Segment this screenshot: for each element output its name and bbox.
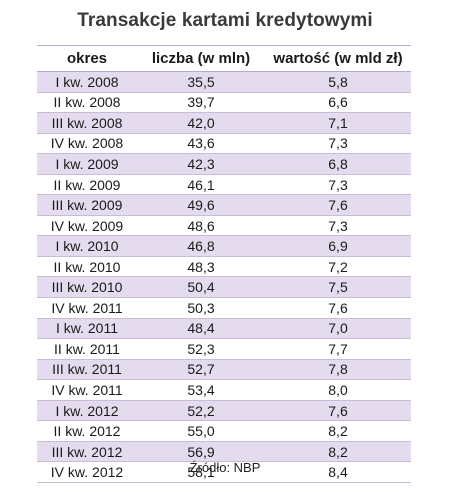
cell-period: I kw. 2011 <box>37 318 137 340</box>
table-row: III kw. 2010 50,4 7,5 <box>37 276 411 299</box>
column-header-value: wartość (w mld zł) <box>265 45 411 72</box>
cell-count: 55,0 <box>137 420 265 442</box>
table-body: I kw. 2008 35,5 5,8 II kw. 2008 39,7 6,6 III k… <box>37 71 411 483</box>
cell-period: II kw. 2012 <box>37 420 137 442</box>
table-row: I kw. 2011 48,4 7,0 <box>37 318 411 340</box>
table-row: II kw. 2011 52,3 7,7 <box>37 338 411 360</box>
cell-period: III kw. 2010 <box>37 276 137 299</box>
cell-period: III kw. 2011 <box>37 359 137 381</box>
table-row: III kw. 2008 42,0 7,1 <box>37 112 411 134</box>
cell-period: I kw. 2012 <box>37 400 137 422</box>
table-row: IV kw. 2011 50,3 7,6 <box>37 297 411 319</box>
cell-count: 39,7 <box>137 92 265 114</box>
cell-count: 42,0 <box>137 112 265 134</box>
cell-count: 50,4 <box>137 276 265 299</box>
cell-period: IV kw. 2011 <box>37 297 137 319</box>
cell-count: 52,2 <box>137 400 265 422</box>
cell-value: 5,8 <box>265 71 411 93</box>
cell-value: 7,6 <box>265 400 411 422</box>
cell-count: 46,1 <box>137 174 265 196</box>
table-row: I kw. 2012 52,2 7,6 <box>37 400 411 422</box>
cell-count: 46,8 <box>137 235 265 257</box>
table-row: I kw. 2009 42,3 6,8 <box>37 153 411 175</box>
cell-value: 6,9 <box>265 235 411 257</box>
data-table-container: okres liczba (w mln) wartość (w mld zł) … <box>37 45 411 483</box>
column-header-period: okres <box>37 45 137 72</box>
cell-value: 7,6 <box>265 297 411 319</box>
cell-value: 8,0 <box>265 379 411 401</box>
cell-value: 7,1 <box>265 112 411 134</box>
cell-value: 6,8 <box>265 153 411 175</box>
cell-period: II kw. 2009 <box>37 174 137 196</box>
table-row: II kw. 2009 46,1 7,3 <box>37 174 411 196</box>
cell-value: 8,2 <box>265 441 411 463</box>
cell-value: 7,3 <box>265 174 411 196</box>
cell-period: II kw. 2010 <box>37 256 137 278</box>
cell-count: 56,9 <box>137 441 265 463</box>
cell-period: III kw. 2012 <box>37 441 137 463</box>
table-row: II kw. 2010 48,3 7,2 <box>37 256 411 278</box>
table-title: Transakcje kartami kredytowymi <box>77 10 373 31</box>
cell-period: IV kw. 2011 <box>37 379 137 401</box>
cell-period: II kw. 2008 <box>37 92 137 114</box>
cell-value: 7,3 <box>265 133 411 155</box>
cell-count: 52,7 <box>137 359 265 381</box>
cell-count: 53,4 <box>137 379 265 401</box>
table-row: II kw. 2008 39,7 6,6 <box>37 92 411 114</box>
table-row: I kw. 2010 46,8 6,9 <box>37 235 411 257</box>
cell-count: 48,6 <box>137 215 265 237</box>
table-row: IV kw. 2009 48,6 7,3 <box>37 215 411 237</box>
cell-count: 42,3 <box>137 153 265 175</box>
credit-card-transactions-table: okres liczba (w mln) wartość (w mld zł) … <box>37 45 411 483</box>
cell-period: I kw. 2008 <box>37 71 137 93</box>
table-row: IV kw. 2012 58,1 8,4 <box>37 461 411 483</box>
cell-value: 8,4 <box>265 461 411 483</box>
cell-count: 48,4 <box>137 318 265 340</box>
cell-value: 7,3 <box>265 215 411 237</box>
cell-value: 7,7 <box>265 338 411 360</box>
table-row: III kw. 2009 49,6 7,6 <box>37 194 411 216</box>
table-header: okres liczba (w mln) wartość (w mld zł) <box>37 45 411 72</box>
cell-period: IV kw. 2009 <box>37 215 137 237</box>
cell-value: 7,2 <box>265 256 411 278</box>
table-row: III kw. 2011 52,7 7,8 <box>37 359 411 381</box>
table-row: IV kw. 2011 53,4 8,0 <box>37 379 411 401</box>
table-row: I kw. 2008 35,5 5,8 <box>37 71 411 93</box>
header-row: okres liczba (w mln) wartość (w mld zł) <box>37 45 411 72</box>
cell-period: II kw. 2011 <box>37 338 137 360</box>
table-row: III kw. 2012 56,9 8,2 <box>37 441 411 463</box>
cell-value: 8,2 <box>265 420 411 442</box>
cell-count: 35,5 <box>137 71 265 93</box>
source-note: Źródło: NBP <box>189 460 261 475</box>
cell-value: 7,6 <box>265 194 411 216</box>
cell-value: 7,8 <box>265 359 411 381</box>
cell-value: 7,5 <box>265 276 411 299</box>
table-row: IV kw. 2008 43,6 7,3 <box>37 133 411 155</box>
table-row: II kw. 2012 55,0 8,2 <box>37 420 411 442</box>
cell-period: III kw. 2008 <box>37 112 137 134</box>
cell-count: 52,3 <box>137 338 265 360</box>
cell-period: I kw. 2010 <box>37 235 137 257</box>
cell-count: 50,3 <box>137 297 265 319</box>
cell-period: IV kw. 2012 <box>37 461 137 483</box>
column-header-count: liczba (w mln) <box>137 45 265 72</box>
cell-value: 7,0 <box>265 318 411 340</box>
cell-period: III kw. 2009 <box>37 194 137 216</box>
cell-value: 6,6 <box>265 92 411 114</box>
cell-period: I kw. 2009 <box>37 153 137 175</box>
cell-count: 43,6 <box>137 133 265 155</box>
cell-count: 48,3 <box>137 256 265 278</box>
cell-count: 49,6 <box>137 194 265 216</box>
cell-period: IV kw. 2008 <box>37 133 137 155</box>
cell-count: 58,1 <box>137 461 265 483</box>
